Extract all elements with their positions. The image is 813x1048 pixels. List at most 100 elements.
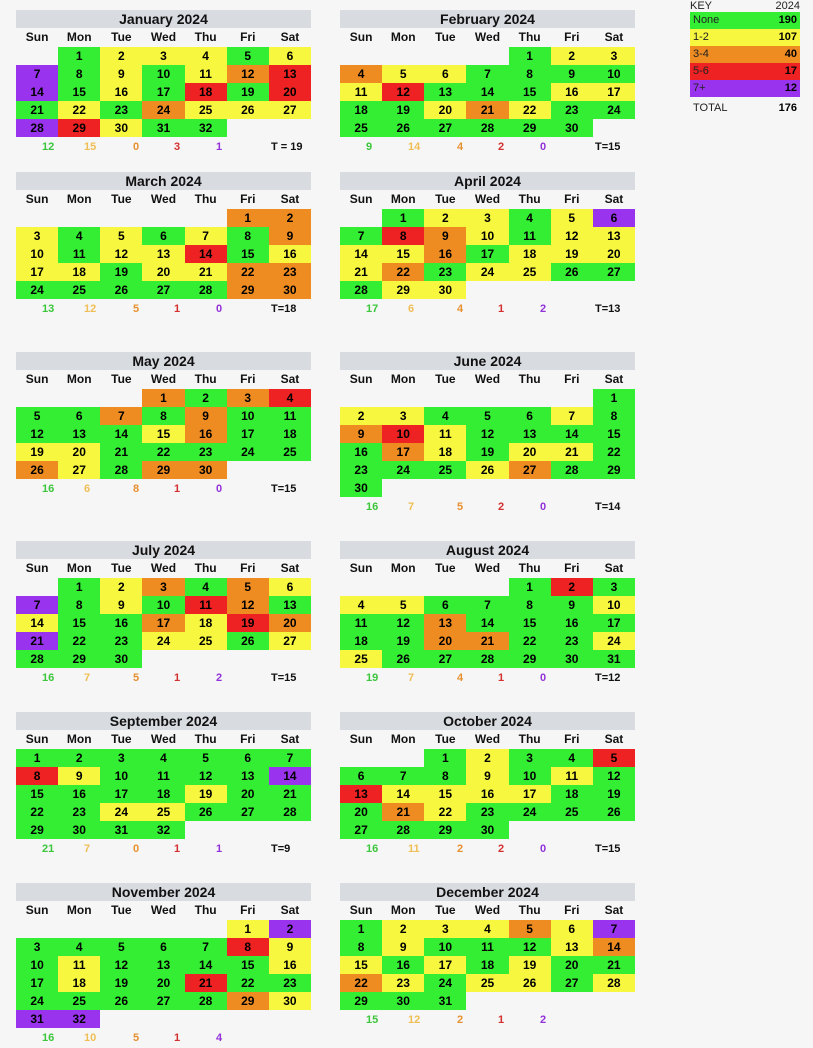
day-cell: 5 (100, 938, 143, 956)
day-cell: 3 (592, 47, 635, 65)
month-calendar: June 2024 Sun Mon Tue Wed Thu Fri Sat 1 2 3 4 5 6 7 8 9 1… (340, 352, 635, 517)
weekday-label: Fri (564, 372, 580, 386)
day-cell: 1 (58, 47, 101, 65)
day-grid: 1 2 3 4 5 6 7 8 9 10 11 12 13 14 15 16 17 18 19 20 21 22 23 24 2… (340, 920, 635, 1010)
weekday-label: Sun (25, 30, 49, 44)
day-cell: 26 (184, 803, 227, 821)
day-cell: 25 (550, 803, 593, 821)
day-cell: 28 (592, 974, 635, 992)
empty-cell (466, 578, 508, 596)
day-cell: 15 (226, 245, 269, 263)
day-cell: 14 (100, 425, 143, 443)
day-cell: 7 (268, 749, 311, 767)
day-cell: 3 (382, 407, 425, 425)
day-cell: 4 (340, 596, 383, 614)
empty-cell (340, 389, 382, 407)
day-cell: 22 (58, 101, 101, 119)
day-cell: 19 (508, 956, 551, 974)
empty-cell (551, 389, 593, 407)
month-calendar: December 2024 Sun Mon Tue Wed Thu Fri Sat 1 2 3 4 5 6… (340, 883, 635, 1030)
day-cell: 1 (16, 749, 59, 767)
month-total: T=15 (595, 843, 621, 855)
day-cell: 18 (340, 101, 383, 119)
month-total: T = 19 (271, 141, 303, 153)
day-cell: 16 (268, 956, 311, 974)
weekday-label: Fri (564, 903, 580, 917)
day-cell: 20 (340, 803, 383, 821)
day-cell: 19 (382, 632, 425, 650)
day-cell: 9 (58, 767, 101, 785)
day-cell: 29 (16, 821, 59, 839)
day-cell: 13 (142, 956, 185, 974)
category-count: 0 (540, 501, 547, 513)
day-cell: 5 (226, 578, 269, 596)
day-cell: 16 (466, 785, 509, 803)
day-cell: 4 (424, 407, 467, 425)
day-cell: 21 (184, 263, 227, 281)
category-count: 5 (457, 501, 464, 513)
day-cell: 5 (100, 227, 143, 245)
day-cell: 13 (142, 245, 185, 263)
weekday-label: Wed (474, 372, 501, 386)
day-cell: 2 (268, 920, 311, 938)
day-cell: 10 (16, 245, 59, 263)
day-cell: 5 (508, 920, 551, 938)
weekday-label: Tue (111, 561, 132, 575)
day-grid: 1 2 3 4 5 6 7 8 9 10 11 12 13 14 15 16 17 18 19 20 21 22 23 24 2… (340, 209, 635, 299)
weekday-label: Sat (280, 372, 300, 386)
day-cell: 26 (550, 263, 593, 281)
day-cell: 27 (550, 974, 593, 992)
empty-cell (16, 47, 58, 65)
category-count: 2 (498, 141, 505, 153)
day-cell: 2 (184, 389, 227, 407)
day-cell: 19 (100, 974, 143, 992)
day-cell: 22 (226, 974, 269, 992)
day-cell: 11 (508, 227, 551, 245)
weekday-label: Thu (518, 903, 541, 917)
day-cell: 3 (592, 578, 635, 596)
weekday-label: Wed (474, 732, 501, 746)
day-cell: 27 (268, 632, 311, 650)
day-cell: 27 (424, 650, 467, 668)
day-cell: 26 (382, 119, 425, 137)
day-cell: 9 (100, 596, 143, 614)
day-cell: 19 (226, 83, 269, 101)
category-count: 1 (498, 672, 505, 684)
month-calendar: January 2024 Sun Mon Tue Wed Thu Fri Sat 1 2 3 4 5 6 7… (16, 10, 311, 157)
day-cell: 17 (142, 83, 185, 101)
day-cell: 13 (268, 596, 311, 614)
day-cell: 16 (424, 245, 467, 263)
empty-cell (185, 209, 227, 227)
category-count: 1 (174, 483, 181, 495)
empty-cell (466, 389, 508, 407)
weekday-header: Sun Mon Tue Wed Thu Fri Sat (16, 730, 311, 749)
weekday-label: Sun (25, 903, 49, 917)
day-cell: 7 (466, 596, 509, 614)
category-count: 0 (216, 483, 223, 495)
day-grid: 1 2 3 4 5 6 7 8 9 10 11 12 13 14 15 16 17 18 19 20 21 22 23 24 2… (16, 389, 311, 479)
weekday-label: Fri (564, 192, 580, 206)
day-cell: 18 (424, 443, 467, 461)
weekday-label: Tue (435, 561, 456, 575)
category-count: 11 (408, 843, 420, 855)
day-cell: 26 (226, 632, 269, 650)
day-cell: 14 (268, 767, 311, 785)
weekday-label: Thu (518, 561, 541, 575)
day-cell: 30 (100, 650, 143, 668)
day-cell: 26 (16, 461, 59, 479)
weekday-label: Sun (349, 372, 373, 386)
day-cell: 4 (466, 920, 509, 938)
day-cell: 28 (466, 650, 509, 668)
day-cell: 10 (424, 938, 467, 956)
day-grid: 1 2 3 4 5 6 7 8 9 10 11 12 13 14 15 16 17 18 19 20 21 22 23 24 2… (340, 389, 635, 497)
day-cell: 6 (424, 65, 467, 83)
day-cell: 1 (226, 209, 269, 227)
weekday-label: Tue (111, 30, 132, 44)
day-cell: 4 (508, 209, 551, 227)
day-cell: 8 (226, 227, 269, 245)
day-cell: 16 (340, 443, 383, 461)
day-cell: 29 (226, 992, 269, 1010)
day-cell: 1 (226, 920, 269, 938)
weekday-label: Wed (150, 732, 177, 746)
day-cell: 31 (592, 650, 635, 668)
